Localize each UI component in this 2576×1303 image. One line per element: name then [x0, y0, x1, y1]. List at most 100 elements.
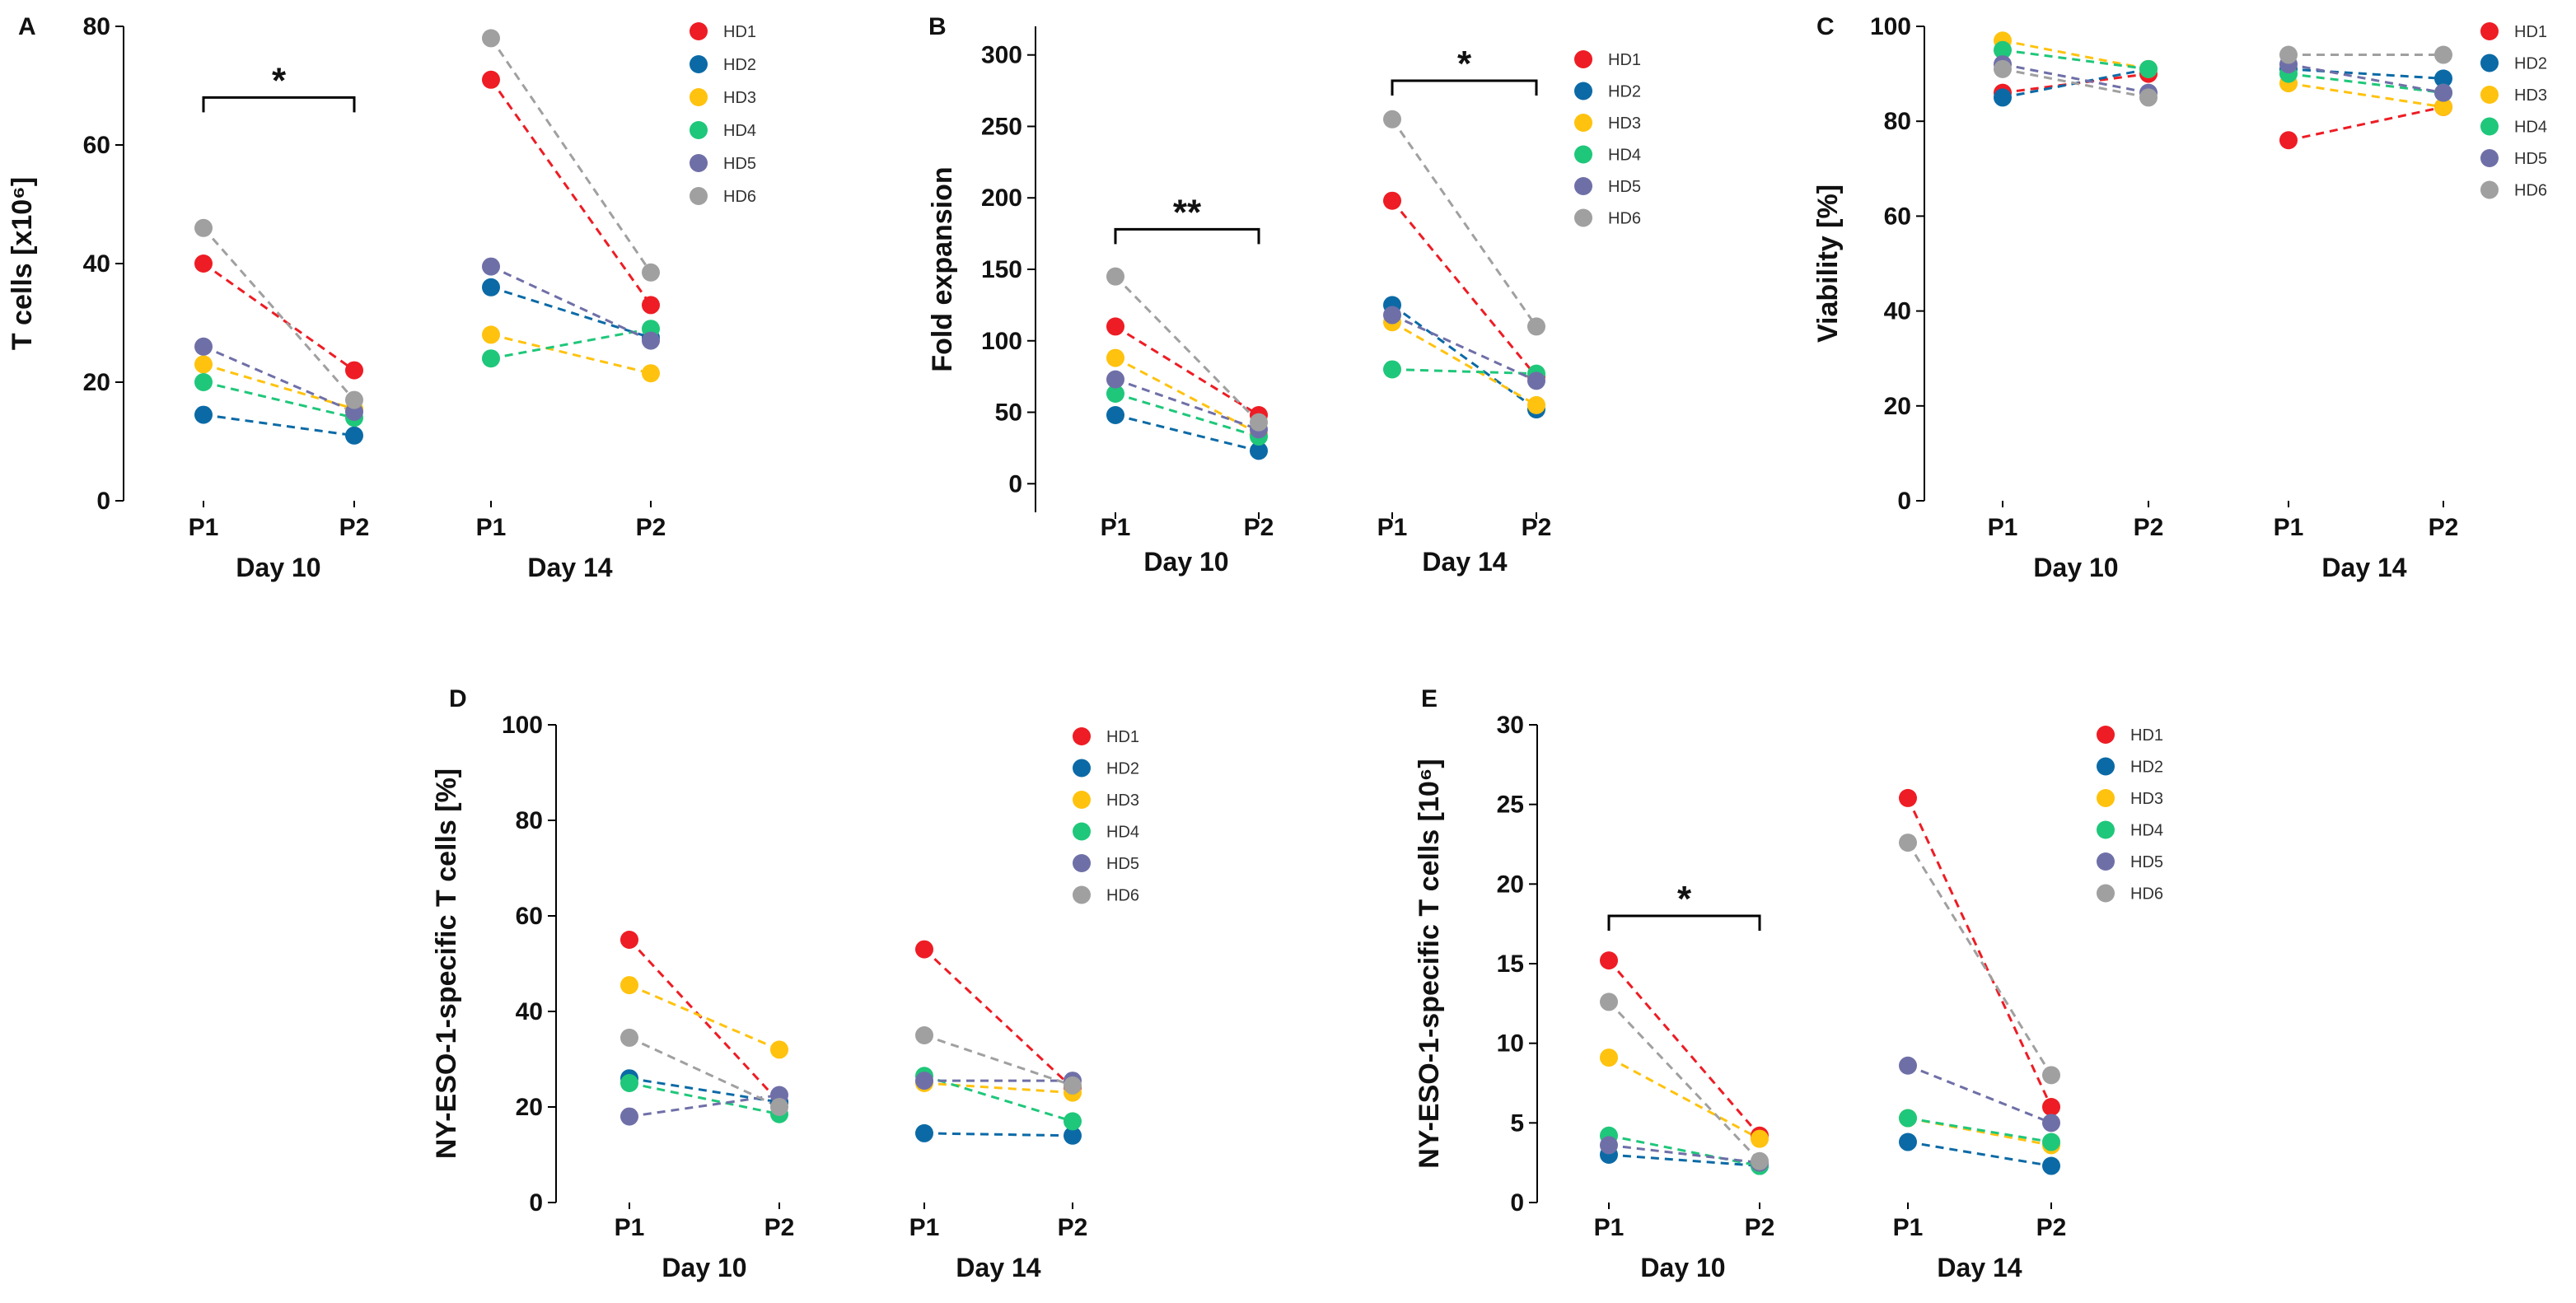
panel-letter: A	[18, 13, 36, 40]
point-hd3	[642, 364, 660, 383]
y-tick-label: 5	[1510, 1109, 1524, 1137]
series-line-hd4	[490, 327, 652, 360]
legend-label-hd5: HD5	[1608, 178, 1641, 196]
legend-marker-hd6	[2480, 180, 2499, 199]
legend-label-hd5: HD5	[2130, 853, 2163, 871]
legend-label-hd6: HD6	[1106, 887, 1139, 905]
x-tick-label: P1	[615, 1214, 645, 1241]
point-hd6	[642, 263, 660, 282]
point-hd2	[2434, 69, 2452, 88]
point-hd2	[194, 405, 213, 424]
legend-marker-hd3	[690, 88, 708, 106]
y-tick-label: 60	[1884, 203, 1911, 230]
point-hd3	[1600, 1048, 1618, 1067]
y-tick-label: 60	[516, 903, 543, 930]
panel-letter: D	[449, 685, 467, 712]
point-hd5	[1899, 1056, 1917, 1075]
significance-marker: *	[1677, 879, 1692, 919]
legend-label-hd5: HD5	[2514, 150, 2547, 168]
legend-marker-hd2	[2097, 757, 2115, 776]
legend-label-hd1: HD1	[1106, 728, 1139, 746]
point-hd2	[915, 1123, 933, 1142]
chart-c: C 0 20 40 60 80 100 Viability [%] P1 P2 P1 P2 Day 10…	[1812, 13, 2547, 582]
legend-marker-hd5	[2097, 852, 2115, 871]
legend-marker-hd1	[2480, 22, 2499, 40]
y-tick-label: 40	[516, 998, 543, 1025]
point-hd4	[620, 1074, 638, 1092]
series-line-hd4	[2002, 49, 2149, 71]
point-hd6	[770, 1098, 788, 1116]
legend-label-hd4: HD4	[2130, 822, 2163, 840]
point-hd1	[1383, 191, 1401, 210]
legend-marker-hd6	[2097, 884, 2115, 903]
legend-marker-hd4	[1574, 145, 1592, 164]
legend-marker-hd2	[690, 55, 708, 73]
y-tick-label: 100	[1870, 13, 1911, 40]
x-tick-label: P2	[2036, 1214, 2067, 1241]
point-hd1	[2042, 1098, 2060, 1116]
legend-label-hd3: HD3	[1106, 792, 1139, 810]
legend-label-hd2: HD2	[2130, 759, 2163, 777]
significance-marker: *	[272, 60, 287, 100]
point-hd2	[1899, 1133, 1917, 1151]
x-tick-label: P2	[2134, 514, 2164, 541]
y-tick-label: 250	[981, 113, 1022, 140]
point-hd6	[1250, 413, 1268, 432]
series-line-hd5	[1115, 378, 1260, 431]
x-tick-label: P1	[1101, 514, 1131, 541]
point-hd6	[1106, 267, 1124, 286]
x-tick-label: P2	[1522, 514, 1552, 541]
legend-label-hd1: HD1	[2514, 23, 2547, 41]
point-hd3	[482, 325, 500, 344]
point-hd2	[2042, 1156, 2060, 1175]
legend-marker-hd3	[1574, 114, 1592, 132]
series-line-hd2	[1391, 304, 1537, 411]
legend-marker-hd2	[2480, 54, 2499, 72]
legend-marker-hd1	[690, 22, 708, 40]
point-hd6	[482, 29, 500, 48]
series-line-hd1	[1906, 797, 2053, 1108]
point-hd5	[194, 337, 213, 356]
y-axis-label: NY-ESO-1-specific T cells [10⁶]	[1414, 759, 1445, 1169]
series-line-hd3	[923, 1081, 1073, 1095]
series-line-hd1	[2288, 105, 2444, 142]
legend-label-hd2: HD2	[2514, 55, 2547, 73]
point-hd2	[1250, 441, 1268, 460]
point-hd2	[482, 278, 500, 297]
series-line-hd1	[923, 948, 1074, 1089]
point-hd6	[2042, 1066, 2060, 1085]
legend-label-hd6: HD6	[723, 188, 756, 206]
series-line-hd5	[2288, 63, 2444, 95]
y-tick-label: 20	[1497, 871, 1524, 898]
series-line-hd6	[1906, 842, 2053, 1076]
point-hd4	[482, 349, 500, 368]
point-hd5	[1600, 1136, 1618, 1155]
y-tick-label: 0	[1897, 488, 1911, 515]
panel-letter: C	[1816, 13, 1835, 40]
point-hd1	[1106, 317, 1124, 336]
legend-label-hd4: HD4	[2514, 119, 2547, 137]
legend-label-hd3: HD3	[723, 89, 756, 107]
legend-label-hd1: HD1	[1608, 51, 1641, 69]
panel-letter: B	[928, 13, 947, 40]
group-label: Day 10	[236, 553, 320, 582]
series-line-hd3	[2002, 39, 2149, 71]
point-hd1	[1600, 951, 1618, 970]
legend-label-hd3: HD3	[2514, 86, 2547, 105]
series-line-hd6	[1114, 275, 1260, 423]
legend-marker-hd6	[690, 187, 708, 205]
point-hd3	[620, 976, 638, 995]
series-line-hd5	[490, 265, 652, 342]
point-hd6	[915, 1026, 933, 1044]
point-hd6	[1751, 1151, 1769, 1170]
y-tick-label: 25	[1497, 792, 1524, 819]
y-tick-label: 80	[83, 13, 110, 40]
series-line-hd3	[203, 362, 355, 410]
legend-marker-hd3	[1073, 791, 1091, 809]
y-tick-label: 20	[1884, 393, 1911, 420]
legend-marker-hd5	[690, 154, 708, 172]
point-hd1	[1899, 788, 1917, 807]
legend-label-hd6: HD6	[1608, 210, 1641, 228]
series-line-hd3	[1907, 1117, 2052, 1147]
significance-marker: *	[1457, 44, 1472, 84]
